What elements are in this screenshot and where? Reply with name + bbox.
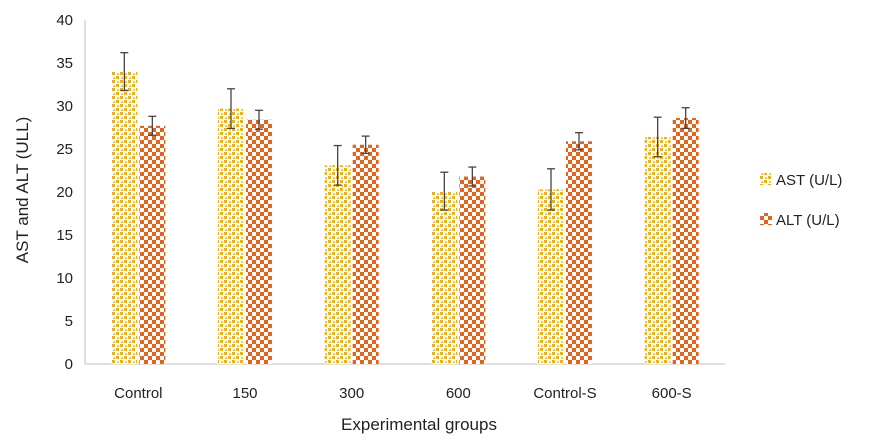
legend-swatch-alt <box>760 213 772 225</box>
bar-ast <box>538 189 564 364</box>
bar-alt <box>352 144 379 364</box>
bar-series-group <box>111 71 699 364</box>
bar-ast <box>644 136 671 364</box>
bar-alt <box>459 176 486 364</box>
y-axis-title: AST and ALT (ULL) <box>13 117 32 263</box>
y-tick-label: 30 <box>56 98 73 115</box>
x-tick-label: Control-S <box>533 385 596 402</box>
legend: AST (U/L) ALT (U/L) <box>760 172 842 229</box>
y-tick-label: 10 <box>56 270 73 287</box>
bar-ast <box>324 165 351 364</box>
legend-swatch-ast <box>760 173 772 185</box>
legend-label-ast: AST (U/L) <box>776 172 842 189</box>
legend-label-alt: ALT (U/L) <box>776 212 840 229</box>
bar-ast <box>111 71 138 364</box>
error-bar-group <box>120 52 690 211</box>
bar-alt <box>246 119 272 364</box>
bar-ast <box>218 108 244 364</box>
y-tick-label: 15 <box>56 227 73 244</box>
x-tick-label: 150 <box>232 385 257 402</box>
x-axis-title: Experimental groups <box>341 415 497 434</box>
x-tick-label: Control <box>114 385 162 402</box>
y-tick-label: 5 <box>65 313 73 330</box>
y-tick-label: 0 <box>65 356 73 373</box>
y-tick-label: 20 <box>56 184 73 201</box>
bar-alt <box>566 141 592 364</box>
bar-alt <box>672 118 699 364</box>
x-axis-ticks: Control 150 300 600 Control-S 600-S <box>114 385 692 402</box>
y-tick-label: 35 <box>56 55 73 72</box>
y-tick-label: 25 <box>56 141 73 158</box>
x-tick-label: 600 <box>446 385 471 402</box>
bar-ast <box>431 191 458 364</box>
x-tick-label: 300 <box>339 385 364 402</box>
y-axis-ticks: 0 5 10 15 20 25 30 35 40 <box>56 12 73 373</box>
y-tick-label: 40 <box>56 12 73 29</box>
bar-alt <box>139 125 166 364</box>
x-tick-label: 600-S <box>652 385 692 402</box>
